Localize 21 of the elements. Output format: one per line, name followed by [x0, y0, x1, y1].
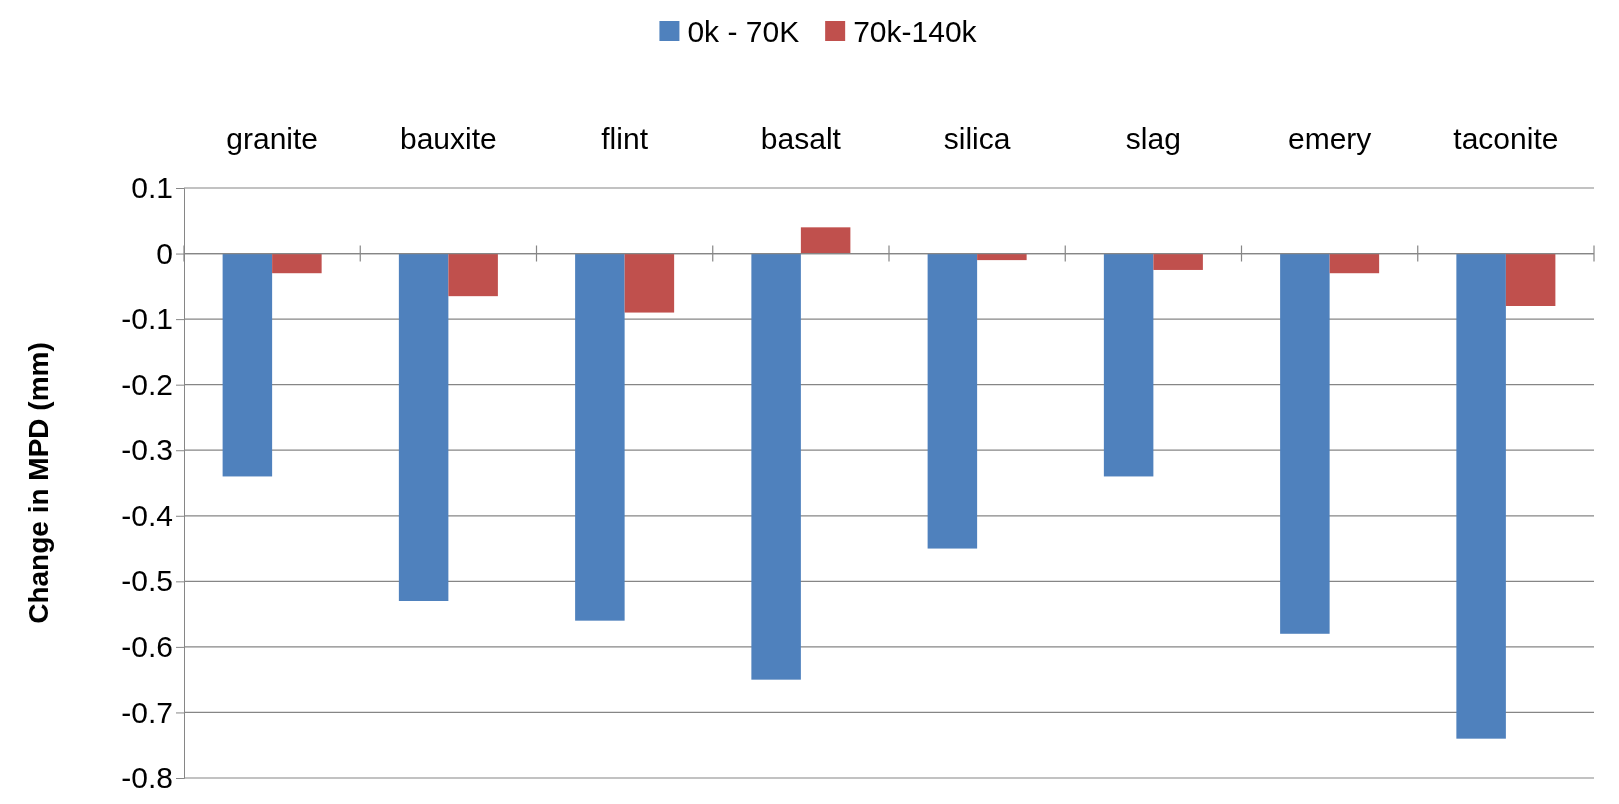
y-tick-label: -0.7 [121, 695, 173, 729]
y-tick-label: -0.6 [121, 629, 173, 663]
y-tick-label: -0.3 [121, 433, 173, 467]
x-tick-label: granite [226, 122, 318, 155]
y-tick-label: -0.1 [121, 302, 173, 336]
x-tick-label: silica [943, 122, 1011, 155]
legend-label: 70k-140k [853, 15, 978, 48]
x-tick-label: basalt [760, 122, 842, 155]
y-axis-title: Change in MPD (mm) [23, 342, 54, 624]
y-tick-label: -0.5 [121, 564, 173, 598]
x-tick-label: taconite [1453, 122, 1559, 155]
y-tick-label: -0.2 [121, 367, 173, 401]
x-tick-label: emery [1287, 122, 1372, 155]
y-tick-label: 0 [156, 236, 173, 270]
y-tick-label: 0.1 [131, 171, 173, 205]
y-tick-label: -0.4 [121, 498, 173, 532]
y-tick-label: -0.8 [121, 761, 173, 795]
legend-label: 0k - 70K [687, 15, 800, 48]
x-tick-label: slag [1125, 122, 1181, 155]
x-tick-label: flint [601, 122, 649, 155]
x-tick-label: bauxite [400, 122, 497, 155]
